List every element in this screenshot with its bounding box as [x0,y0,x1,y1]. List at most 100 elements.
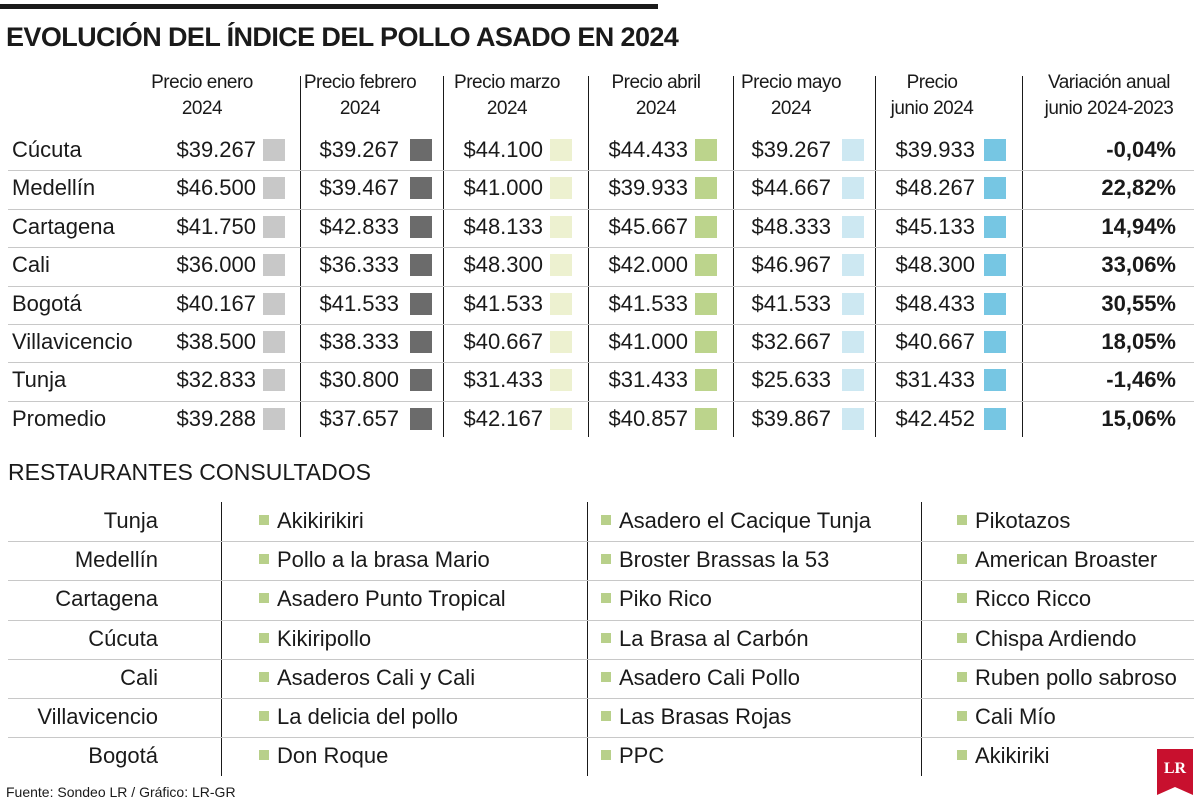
restaurant-city: Villavicencio [37,704,158,729]
color-swatch-junio [984,215,1006,238]
row-label: Medellín [12,175,96,201]
column-divider [1022,76,1023,437]
restaurant-item: Asadero Punto Tropical [259,586,506,612]
price-enero: $39.288 [176,405,256,431]
color-swatch-mayo [842,177,864,200]
row-divider [8,737,1194,739]
row-divider [8,208,1194,210]
row-label: Tunja [12,367,67,393]
color-swatch-enero [263,331,285,353]
price-febrero: $30.800 [319,367,399,393]
bullet-icon [957,750,967,761]
price-marzo: $41.533 [463,290,543,316]
price-enero: $46.500 [176,175,256,201]
color-swatch-febrero [410,292,432,315]
restaurant-name: Asadero Cali Pollo [619,664,800,690]
restaurant-name: Akikiriki [975,743,1050,769]
color-swatch-enero [263,292,285,315]
lr-logo [1157,749,1193,795]
restaurant-item: Akikiriki [957,743,1050,769]
restaurant-item: Asaderos Cali y Cali [259,665,475,691]
color-swatch-febrero [410,139,432,161]
price-mayo: $48.333 [751,213,831,239]
price-junio: $31.433 [895,367,975,393]
variation-value: 22,82% [1101,175,1176,201]
price-enero: $41.750 [176,213,256,239]
color-swatch-febrero [410,215,432,238]
restaurant-name: Las Brasas Rojas [619,704,792,729]
bullet-icon [259,593,269,604]
column-header-abril: Precio abril 2024 [611,72,701,119]
row-divider [8,324,1194,325]
column-divider [588,76,589,437]
row-label: Bogotá [12,290,82,316]
price-febrero: $42.833 [319,213,399,239]
price-marzo: $31.433 [463,367,543,393]
color-swatch-abril [695,369,717,392]
color-swatch-febrero [410,369,432,392]
color-swatch-marzo [550,177,572,200]
restaurant-item: Asadero Cali Pollo [601,665,800,691]
color-swatch-mayo [842,407,864,430]
price-mayo: $46.967 [751,252,831,278]
price-febrero: $39.267 [319,137,399,162]
color-swatch-marzo [550,215,572,238]
color-swatch-abril [695,292,717,315]
variation-value: 33,06% [1101,252,1176,278]
color-swatch-mayo [842,139,864,161]
bullet-icon [259,632,269,643]
column-divider [587,502,588,777]
color-swatch-enero [263,215,285,238]
price-abril: $40.857 [608,405,688,431]
restaurant-item: Chispa Ardiendo [957,626,1136,652]
price-marzo: $40.667 [463,329,543,354]
column-divider [443,76,444,437]
restaurant-name: Kikiripollo [277,625,372,651]
color-swatch-abril [695,139,717,161]
restaurant-item: Don Roque [259,743,388,769]
bullet-icon [601,711,611,721]
price-febrero: $37.657 [319,405,399,431]
column-header-variacion: Variación anual junio 2024-2023 [1044,72,1174,119]
variation-value: 30,55% [1101,290,1176,316]
restaurant-city: Cúcuta [88,625,158,651]
restaurant-item: Cali Mío [957,704,1056,730]
restaurant-name: Piko Rico [619,586,712,612]
price-marzo: $48.133 [463,213,543,239]
color-swatch-febrero [410,331,432,353]
price-enero: $38.500 [176,329,256,354]
price-abril: $31.433 [608,367,688,393]
price-enero: $36.000 [176,252,256,278]
column-header-enero: Precio enero 2024 [151,72,253,119]
column-divider [300,76,301,437]
row-divider [8,170,1194,172]
bullet-icon [957,711,967,721]
restaurant-item: Asadero el Cacique Tunja [601,508,871,534]
color-swatch-febrero [410,177,432,200]
row-divider [8,580,1194,582]
restaurant-city: Bogotá [88,743,158,769]
bullet-icon [957,632,967,643]
color-swatch-abril [695,177,717,200]
restaurant-name: Chispa Ardiendo [975,625,1137,651]
restaurant-item: Pikotazos [957,508,1070,534]
restaurant-item: La delicia del pollo [259,704,458,730]
variation-value: -1,46% [1106,367,1176,393]
color-swatch-abril [695,331,717,353]
color-swatch-mayo [842,369,864,392]
row-label: Promedio [12,405,107,431]
bullet-icon [957,515,967,525]
restaurant-city: Medellín [74,547,158,573]
restaurant-item: PPC [601,743,664,769]
price-mayo: $44.667 [751,175,831,201]
price-marzo: $41.000 [463,175,543,201]
restaurant-item: Pollo a la brasa Mario [259,547,490,573]
bullet-icon [601,515,611,525]
price-abril: $45.667 [608,213,688,239]
price-junio: $45.133 [895,213,975,239]
column-divider [221,502,222,777]
variation-value: -0,04% [1106,137,1176,162]
row-divider [8,658,1194,660]
color-swatch-abril [695,254,717,277]
price-abril: $39.933 [608,175,688,201]
